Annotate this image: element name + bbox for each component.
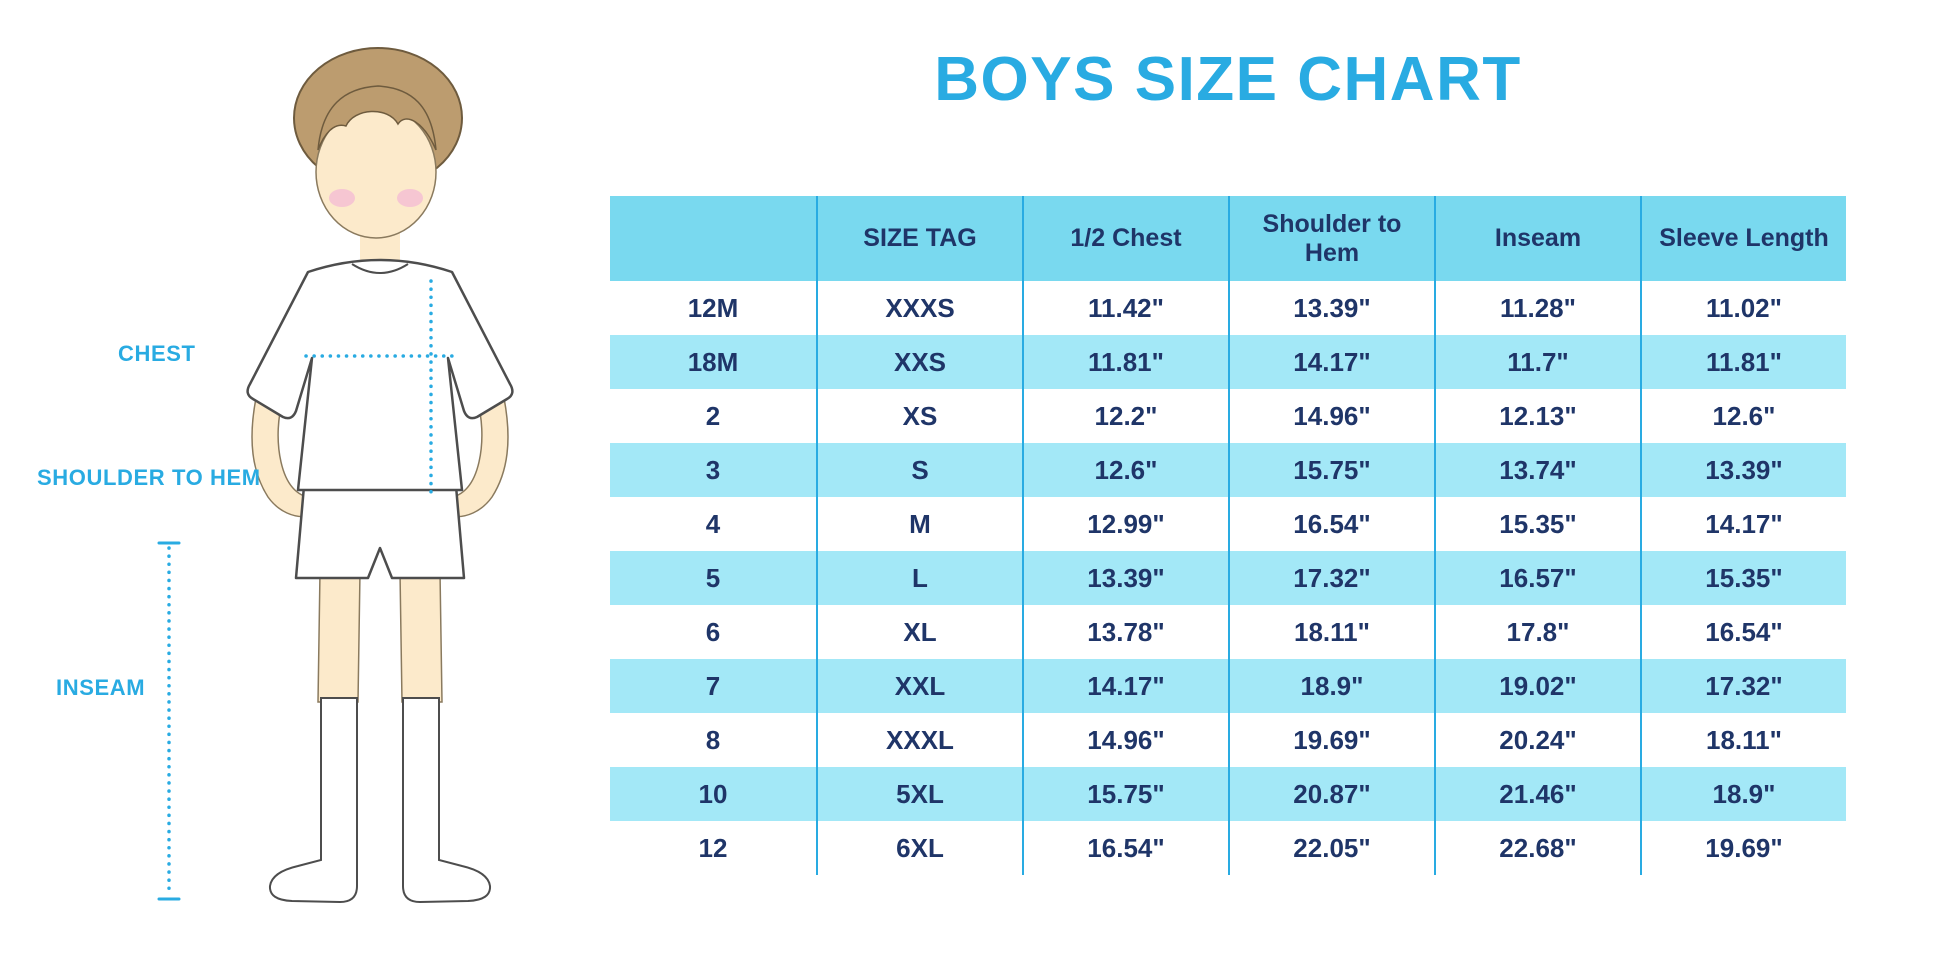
- boy-figure: [246, 47, 514, 904]
- table-cell: 17.8": [1434, 605, 1640, 659]
- table-cell: 21.46": [1434, 767, 1640, 821]
- table-cell: 18.11": [1228, 605, 1434, 659]
- table-cell: 11.81": [1640, 335, 1846, 389]
- table-cell: XS: [816, 389, 1022, 443]
- column-header: Sleeve Length: [1640, 196, 1846, 281]
- table-cell: 15.35": [1434, 497, 1640, 551]
- inseam-label: INSEAM: [56, 675, 146, 700]
- table-cell: L: [816, 551, 1022, 605]
- table-cell: 13.78": [1022, 605, 1228, 659]
- page-title: BOYS SIZE CHART: [934, 45, 1522, 114]
- table-cell: XXL: [816, 659, 1022, 713]
- table-cell: XXXL: [816, 713, 1022, 767]
- table-cell: 14.96": [1022, 713, 1228, 767]
- table-cell: M: [816, 497, 1022, 551]
- table-cell: 13.39": [1228, 281, 1434, 335]
- table-cell: 22.05": [1228, 821, 1434, 875]
- table-cell: 15.75": [1228, 443, 1434, 497]
- row-size-label: 4: [610, 497, 816, 551]
- column-header: 1/2 Chest: [1022, 196, 1228, 281]
- table-cell: 11.42": [1022, 281, 1228, 335]
- table-cell: 18.11": [1640, 713, 1846, 767]
- table-cell: 6XL: [816, 821, 1022, 875]
- table-cell: 15.75": [1022, 767, 1228, 821]
- table-cell: 12.13": [1434, 389, 1640, 443]
- shoulder-to-hem-label: SHOULDER TO HEM: [37, 465, 261, 490]
- table-cell: 16.54": [1640, 605, 1846, 659]
- table-cell: 12.6": [1640, 389, 1846, 443]
- column-header: SIZE TAG: [816, 196, 1022, 281]
- row-size-label: 2: [610, 389, 816, 443]
- table-cell: 20.87": [1228, 767, 1434, 821]
- measurement-lines: [157, 279, 460, 901]
- table-cell: 11.02": [1640, 281, 1846, 335]
- table-cell: 13.39": [1022, 551, 1228, 605]
- table-cell: 18.9": [1640, 767, 1846, 821]
- boy-illustration: [157, 47, 514, 904]
- row-size-label: 3: [610, 443, 816, 497]
- table-cell: 11.7": [1434, 335, 1640, 389]
- table-cell: 16.54": [1228, 497, 1434, 551]
- table-cell: 11.81": [1022, 335, 1228, 389]
- row-size-label: 10: [610, 767, 816, 821]
- table-cell: 22.68": [1434, 821, 1640, 875]
- column-header: [610, 196, 816, 281]
- row-size-label: 12M: [610, 281, 816, 335]
- table-cell: 16.54": [1022, 821, 1228, 875]
- table-cell: 13.39": [1640, 443, 1846, 497]
- table-cell: 12.99": [1022, 497, 1228, 551]
- table-cell: 19.69": [1640, 821, 1846, 875]
- table-cell: XXS: [816, 335, 1022, 389]
- table-cell: 15.35": [1640, 551, 1846, 605]
- table-cell: 17.32": [1228, 551, 1434, 605]
- table-cell: 13.74": [1434, 443, 1640, 497]
- table-cell: 18.9": [1228, 659, 1434, 713]
- table-cell: XXXS: [816, 281, 1022, 335]
- table-cell: 20.24": [1434, 713, 1640, 767]
- column-header: Shoulder to Hem: [1228, 196, 1434, 281]
- row-size-label: 5: [610, 551, 816, 605]
- table-cell: 14.17": [1640, 497, 1846, 551]
- table-cell: 11.28": [1434, 281, 1640, 335]
- row-size-label: 18M: [610, 335, 816, 389]
- table-cell: 12.2": [1022, 389, 1228, 443]
- table-cell: 19.02": [1434, 659, 1640, 713]
- table-cell: S: [816, 443, 1022, 497]
- table-cell: 14.96": [1228, 389, 1434, 443]
- table-cell: 12.6": [1022, 443, 1228, 497]
- table-cell: 5XL: [816, 767, 1022, 821]
- table-cell: 17.32": [1640, 659, 1846, 713]
- table-cell: 16.57": [1434, 551, 1640, 605]
- column-header: Inseam: [1434, 196, 1640, 281]
- size-guide-illustration: CHEST SHOULDER TO HEM INSEAM: [0, 0, 600, 973]
- row-size-label: 7: [610, 659, 816, 713]
- chest-label: CHEST: [118, 341, 196, 366]
- table-cell: 19.69": [1228, 713, 1434, 767]
- row-size-label: 12: [610, 821, 816, 875]
- table-cell: 14.17": [1022, 659, 1228, 713]
- table-cell: 14.17": [1228, 335, 1434, 389]
- row-size-label: 8: [610, 713, 816, 767]
- size-table: SIZE TAG 1/2 Chest Shoulder to Hem Inseam Sl…: [610, 196, 1846, 875]
- row-size-label: 6: [610, 605, 816, 659]
- table-cell: XL: [816, 605, 1022, 659]
